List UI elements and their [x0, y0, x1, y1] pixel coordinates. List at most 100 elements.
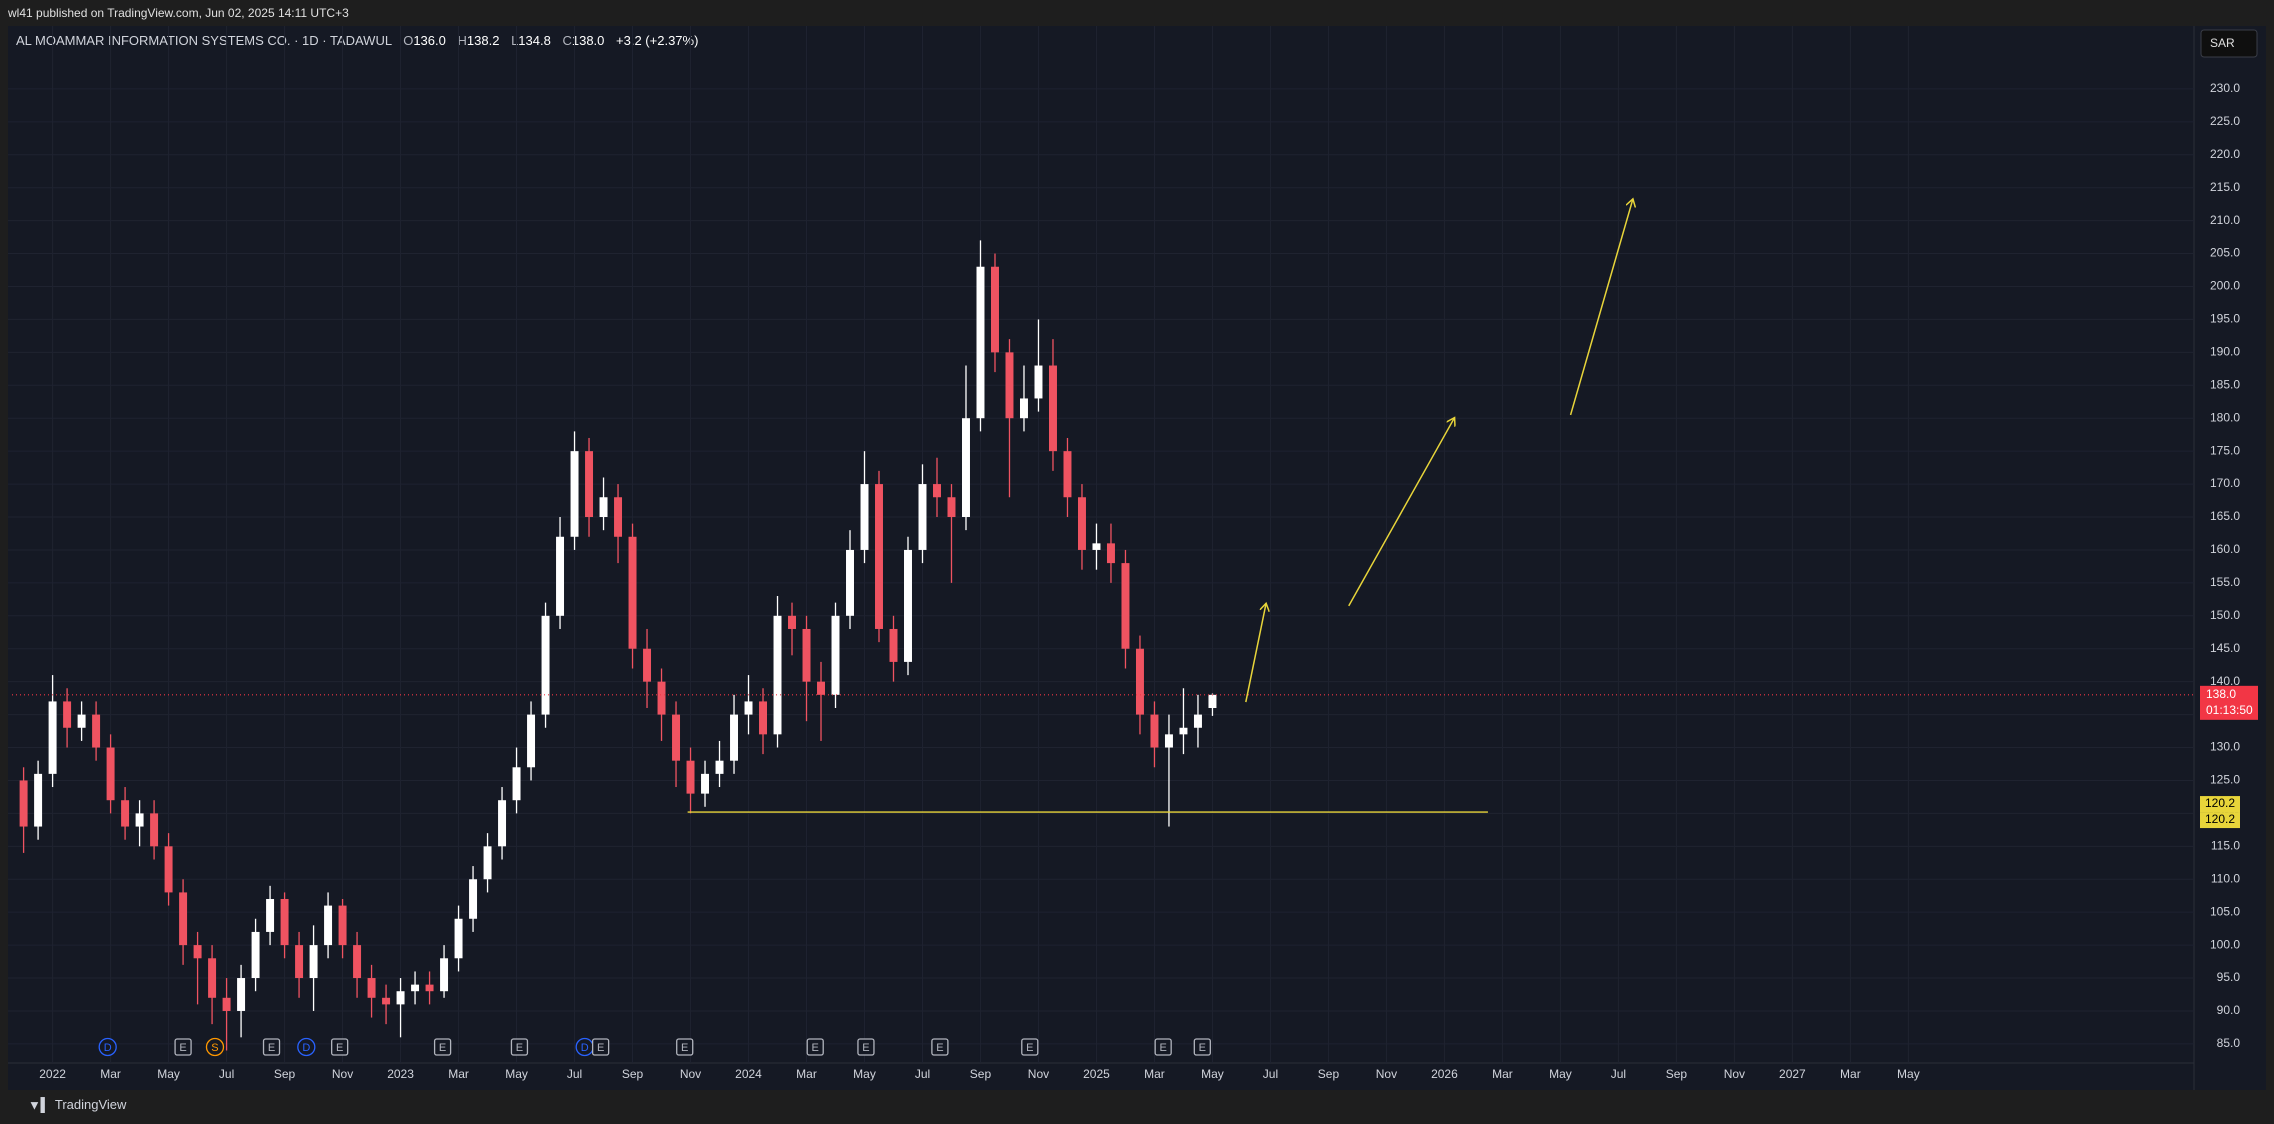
- event-marker: [1193, 1038, 1211, 1056]
- event-label: E: [179, 1042, 186, 1054]
- event-marker: [1021, 1038, 1039, 1056]
- brand: ▼▍ TradingView: [28, 1096, 127, 1113]
- y-tick-label: 130.0: [2210, 740, 2240, 754]
- x-tick-label: Sep: [274, 1067, 296, 1081]
- candle-body: [686, 760, 695, 794]
- x-tick-label: Mar: [100, 1067, 121, 1081]
- candle-body: [1106, 543, 1115, 564]
- last-price-tag: [2200, 685, 2258, 720]
- ohlc-value: 134.8: [518, 33, 551, 48]
- y-tick-label: 215.0: [2210, 180, 2240, 194]
- event-marker: [262, 1038, 281, 1056]
- candle-body: [556, 536, 565, 616]
- candle-body: [889, 628, 898, 662]
- candle-body: [599, 497, 608, 518]
- projection-arrow: [1245, 603, 1266, 703]
- candle-body: [34, 773, 43, 827]
- y-tick-label: 180.0: [2210, 410, 2240, 424]
- countdown-label: 01:13:50: [2206, 703, 2253, 717]
- price-tag-label: 120.2: [2205, 796, 2235, 810]
- y-tick-label: 145.0: [2210, 641, 2240, 655]
- candle-body: [425, 984, 434, 992]
- candle-body: [976, 266, 985, 419]
- event-label: E: [681, 1042, 688, 1054]
- candle-body: [164, 846, 173, 893]
- event-marker: [174, 1038, 192, 1056]
- candle-body: [512, 767, 521, 801]
- x-tick-label: May: [1201, 1067, 1224, 1081]
- ohlc-letter: L: [511, 33, 518, 48]
- y-tick-label: 100.0: [2210, 937, 2240, 951]
- candle-body: [817, 681, 825, 695]
- ohlc-letter: C: [562, 33, 571, 48]
- event-label: E: [336, 1042, 343, 1054]
- x-tick-label: Mar: [1840, 1067, 1861, 1081]
- y-tick-label: 195.0: [2210, 312, 2240, 326]
- x-tick-label: May: [157, 1067, 180, 1081]
- candle-body: [1092, 543, 1101, 550]
- ohlc-letter: H: [458, 33, 467, 48]
- y-tick-label: 160.0: [2210, 542, 2240, 556]
- event-marker: [806, 1038, 824, 1056]
- x-tick-label: 2025: [1083, 1067, 1110, 1081]
- x-tick-label: 2024: [735, 1067, 762, 1081]
- y-tick-label: 200.0: [2210, 279, 2240, 293]
- candle-body: [773, 615, 782, 735]
- published-text: wl41 published on TradingView.com, Jun 0…: [7, 6, 349, 20]
- candle-body: [295, 945, 304, 979]
- chart-panel: [8, 26, 2266, 1090]
- candle-body: [77, 714, 86, 728]
- x-tick-label: Mar: [796, 1067, 817, 1081]
- candle-body: [527, 714, 536, 768]
- candle-body: [788, 615, 796, 629]
- candle-body: [150, 813, 159, 847]
- candle-body: [730, 714, 739, 761]
- candle-body: [1150, 714, 1159, 748]
- projection-arrow: [1569, 199, 1633, 416]
- candle-body: [1063, 451, 1072, 498]
- last-price-label: 138.0: [2206, 687, 2236, 701]
- candle-body: [193, 945, 202, 959]
- y-tick-label: 115.0: [2211, 838, 2240, 852]
- event-label: E: [597, 1042, 604, 1054]
- candle-body: [541, 615, 550, 715]
- event-marker: [205, 1037, 225, 1057]
- projection-arrow: [1348, 418, 1455, 607]
- y-tick-label: 205.0: [2210, 246, 2240, 260]
- candle-body: [831, 615, 840, 695]
- x-tick-label: Jul: [219, 1067, 234, 1081]
- x-tick-label: Mar: [1144, 1067, 1165, 1081]
- candle-body: [860, 484, 869, 550]
- candle-body: [1077, 497, 1086, 550]
- x-tick-label: Nov: [332, 1067, 353, 1081]
- candle-body: [440, 958, 449, 992]
- y-tick-label: 140.0: [2210, 674, 2240, 688]
- x-tick-label: Mar: [1492, 1067, 1513, 1081]
- currency-button[interactable]: [2200, 29, 2258, 58]
- legend: AL MOAMMAR INFORMATION SYSTEMS CO. · 1D …: [16, 33, 698, 48]
- candle-body: [846, 549, 854, 616]
- candle-body: [570, 451, 579, 537]
- event-marker: [931, 1038, 949, 1056]
- ohlc-value: 138.2: [467, 33, 500, 48]
- y-tick-label: 185.0: [2210, 377, 2240, 391]
- candle-body: [657, 681, 666, 715]
- x-tick-label: Jul: [915, 1067, 930, 1081]
- x-tick-label: 2022: [39, 1067, 66, 1081]
- event-label: E: [1159, 1042, 1166, 1054]
- x-tick-label: May: [853, 1067, 876, 1081]
- candle-body: [904, 549, 912, 662]
- x-tick-label: May: [505, 1067, 528, 1081]
- y-tick-label: 125.0: [2210, 773, 2240, 787]
- x-tick-label: Nov: [1376, 1067, 1397, 1081]
- candle-body: [947, 497, 956, 518]
- candle-body: [353, 945, 362, 979]
- x-tick-label: Sep: [622, 1067, 644, 1081]
- candle-body: [396, 991, 405, 1005]
- candle-body: [411, 984, 420, 992]
- grid: [8, 26, 2194, 1063]
- x-tick-label: Sep: [1666, 1067, 1688, 1081]
- x-tick-label: Nov: [680, 1067, 701, 1081]
- candle-body: [1193, 714, 1202, 728]
